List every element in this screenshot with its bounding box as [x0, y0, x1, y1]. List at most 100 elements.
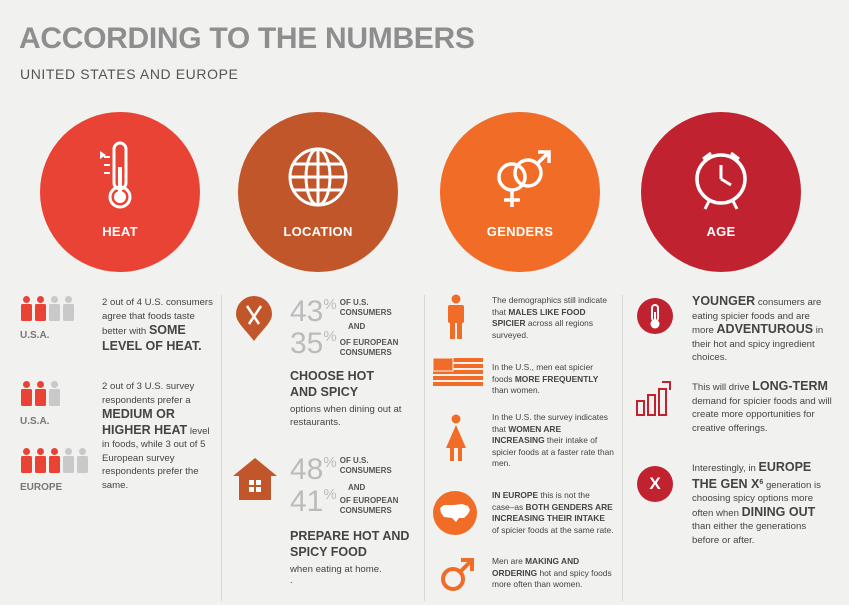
age-stat-1-highlight-2: ADVENTUROUS	[716, 322, 814, 336]
age-category-circle: AGE	[641, 112, 801, 272]
house-icon	[233, 458, 277, 500]
column-divider	[622, 295, 623, 601]
restaurant-eu-label: OF EUROPEAN CONSUMERS	[339, 338, 399, 357]
person-filled-icon	[21, 296, 32, 321]
age-stat-3: Interestingly, in EUROPE THE GEN X6 gene…	[692, 460, 832, 547]
percent-sign: %	[323, 486, 337, 503]
age-stat-3-text: Interestingly, in	[692, 463, 756, 474]
restaurant-heading: CHOOSE HOT AND SPICY	[290, 369, 375, 399]
age-stat-2-highlight: LONG-TERM	[752, 379, 828, 393]
us-map-icon	[433, 491, 477, 535]
restaurant-subtext: options when dining out at restaurants.	[290, 404, 402, 428]
people-icon-group	[20, 296, 76, 322]
home-us-stat: 48% OF U.S. CONSUMERS	[290, 454, 396, 485]
restaurant-eu-stat: 35% OF EUROPEAN CONSUMERS	[290, 328, 402, 359]
gender-stat-4-text: this is not the case–as	[492, 490, 590, 512]
heat-category-label: HEAT	[102, 224, 138, 239]
gender-stat-5-text-end: hot and spicy foods more often than wome…	[492, 567, 612, 590]
heat-stat-2: 2 out of 3 U.S. survey respondents prefe…	[102, 380, 214, 492]
person-empty-icon	[49, 296, 60, 321]
gender-stat-2-highlight: MORE FREQUENTLY	[514, 373, 599, 384]
thermometer-badge	[637, 298, 673, 334]
male-figure-icon	[448, 294, 464, 339]
home-us-label: OF U.S. CONSUMERS	[339, 456, 392, 475]
female-figure-icon	[446, 414, 466, 461]
people-icon-group	[20, 381, 62, 407]
region-label: EUROPE	[20, 482, 63, 493]
age-stat-3-text-end: than either the generations before or af…	[692, 521, 807, 546]
stray-dot: .	[290, 575, 293, 586]
gender-stat-1-highlight: MALES LIKE FOOD SPICIER	[492, 306, 586, 329]
growth-chart-icon	[636, 381, 671, 416]
location-category-circle: LOCATION	[238, 112, 398, 272]
region-label: U.S.A.	[20, 330, 50, 341]
gender-stat-4-highlight: BOTH GENDERS ARE INCREASING THEIR INTAKE	[492, 501, 613, 524]
age-stat-2-text-end: demand for spicier foods and will create…	[692, 395, 832, 434]
person-empty-icon	[63, 296, 74, 321]
person-filled-icon	[21, 381, 32, 406]
gender-stat-3-text: In the U.S. the survey indicates that	[492, 412, 608, 434]
gender-stat-1: The demographics still indicate that MAL…	[492, 295, 614, 341]
gender-stat-4: IN EUROPE this is not the case–as BOTH G…	[492, 490, 614, 536]
restaurant-us-stat: 43% OF U.S. CONSUMERS	[290, 296, 396, 327]
home-heading: PREPARE HOT AND SPICY FOOD	[290, 529, 410, 559]
gender-symbols-icon	[497, 150, 551, 207]
age-stat-2: This will drive LONG-TERM demand for spi…	[692, 379, 832, 435]
home-eu-label: OF EUROPEAN CONSUMERS	[339, 496, 399, 515]
gender-stat-5-text: Men are	[492, 556, 523, 566]
age-stat-1-highlight: YOUNGER	[692, 294, 756, 308]
restaurant-us-label: OF U.S. CONSUMERS	[339, 298, 392, 317]
percent-sign: %	[323, 296, 337, 313]
thermometer-icon	[650, 304, 660, 329]
age-category-label: AGE	[706, 224, 736, 239]
clock-icon	[695, 151, 747, 210]
home-subtext: when eating at home.	[290, 564, 382, 575]
person-filled-icon	[49, 448, 60, 473]
region-label: U.S.A.	[20, 416, 50, 427]
age-stat-3-highlight-2: DINING OUT	[741, 504, 816, 519]
heat-stat-1-highlight: SOME LEVEL OF HEAT.	[102, 323, 202, 353]
home-eu-percent: 41	[290, 485, 324, 518]
gender-stat-2-text-end: than women.	[492, 385, 540, 395]
person-filled-icon	[35, 448, 46, 473]
gen-x-badge: X	[637, 466, 673, 502]
gender-stat-5-highlight: MAKING AND ORDERING	[492, 556, 580, 578]
person-empty-icon	[49, 381, 60, 406]
heat-stat-2-text-a: 2 out of 3 U.S. survey respondents prefe…	[102, 381, 195, 406]
column-divider	[221, 295, 222, 601]
percent-sign: %	[323, 454, 337, 471]
home-eu-stat: 41% OF EUROPEAN CONSUMERS	[290, 486, 402, 517]
age-stat-3-text-mid: generation is choosing spicy options mor…	[692, 479, 821, 519]
heat-stat-2-highlight: MEDIUM OR HIGHER HEAT	[102, 407, 188, 437]
person-filled-icon	[21, 448, 32, 473]
gender-stat-2: In the U.S., men eat spicier foods MORE …	[492, 362, 614, 397]
heat-category-circle: HEAT	[40, 112, 200, 272]
gender-stat-3-highlight: WOMEN ARE INCREASING	[492, 423, 562, 446]
person-empty-icon	[77, 448, 88, 473]
gender-stat-4-text-end: of spicier foods at the same rate.	[492, 524, 614, 535]
column-divider	[424, 295, 425, 601]
restaurant-eu-percent: 35	[290, 327, 324, 360]
page-subtitle: UNITED STATES AND EUROPE	[20, 66, 239, 82]
person-empty-icon	[63, 448, 74, 473]
age-stat-1-text: consumers are eating spicier foods and a…	[692, 297, 822, 336]
age-stat-1-text-end: in their hot and spicy ingredient choice…	[692, 325, 824, 363]
age-stat-1: YOUNGER consumers are eating spicier foo…	[692, 294, 832, 365]
age-stat-2-text: This will drive	[692, 382, 750, 393]
male-symbol-icon	[441, 558, 474, 591]
gender-stat-2-text: In the U.S., men eat spicier foods	[492, 362, 594, 384]
person-filled-icon	[35, 296, 46, 321]
footnote-marker: 6	[759, 478, 764, 486]
thermometer-icon	[100, 141, 132, 209]
person-filled-icon	[35, 381, 46, 406]
genders-category-circle: GENDERS	[440, 112, 600, 272]
gen-x-icon: X	[649, 474, 661, 493]
fork-knife-pin-icon	[236, 296, 272, 341]
restaurant-us-percent: 43	[290, 295, 324, 328]
and-label: AND	[348, 322, 366, 331]
percent-sign: %	[323, 328, 337, 345]
globe-icon	[288, 147, 348, 207]
heat-stat-1: 2 out of 4 U.S. consumers agree that foo…	[102, 296, 214, 354]
and-label: AND	[348, 483, 366, 492]
gender-stat-4-highlight-region: IN EUROPE	[492, 490, 539, 500]
